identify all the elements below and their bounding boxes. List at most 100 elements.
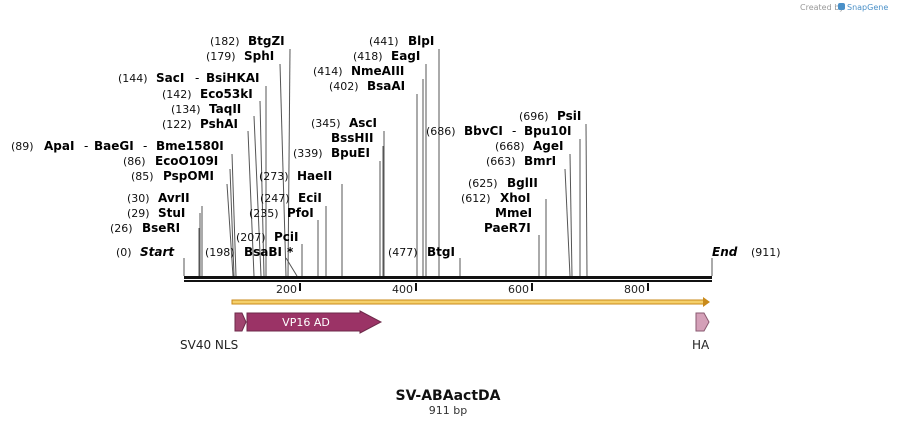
enzyme-connectors — [183, 48, 713, 277]
bmri-label: BmrI — [524, 154, 556, 168]
ruler-label-200: 200 — [276, 283, 297, 296]
ha-label: HA — [692, 338, 710, 352]
apai-sep-1: - — [84, 139, 88, 153]
saci-pos: (144) — [118, 72, 148, 85]
bpu10i-label: Bpu10I — [524, 124, 571, 138]
connector-ecoo109i — [229, 168, 235, 277]
nmeaiii-pos: (414) — [313, 65, 343, 78]
connector-apai — [231, 153, 237, 277]
connector-taqii — [253, 115, 262, 277]
avrii-pos: (30) — [127, 192, 150, 205]
bbvci-pos: (686) — [426, 125, 456, 138]
psii-label: PsiI — [557, 109, 581, 123]
snapgene-logo-mark — [838, 3, 845, 10]
connector-psii — [585, 123, 588, 277]
avrii-label: AvrII — [158, 191, 190, 205]
pfoi-label: PfoI — [287, 206, 314, 220]
xhoi-label: XhoI — [500, 191, 531, 205]
connector-eco53ki — [259, 100, 265, 277]
ha-feature — [695, 312, 710, 332]
agei-label: AgeI — [533, 139, 563, 153]
bmri-pos: (663) — [486, 155, 516, 168]
stui-label: StuI — [158, 206, 185, 220]
eagi-pos: (418) — [353, 50, 383, 63]
apai-sep-2: - — [143, 139, 147, 153]
saci-label: SacI — [156, 71, 184, 85]
vp16-ad-feature — [246, 310, 383, 334]
asci-pos: (345) — [311, 117, 341, 130]
bsaai-label: BsaAI — [367, 79, 405, 93]
orf-bar — [231, 299, 705, 305]
bseri-label: BseRI — [142, 221, 180, 235]
ruler-tick-200 — [299, 283, 301, 291]
bglii-pos: (625) — [468, 177, 498, 190]
snapgene-logo: SnapGene — [838, 3, 888, 12]
eco53ki-label: Eco53kI — [200, 87, 253, 101]
connector-btgzi — [287, 48, 291, 277]
haeii-label: HaeII — [297, 169, 332, 183]
map-length: 911 bp — [429, 404, 467, 417]
bsabi-pos: (198) — [205, 246, 235, 259]
sphi-label: SphI — [244, 49, 274, 63]
end-pos: (911) — [751, 246, 781, 259]
bsshii-label: BssHII — [331, 131, 373, 145]
ruler-tick-400 — [415, 283, 417, 291]
snapgene-brand: SnapGene — [847, 3, 888, 12]
created-by-text: Created by — [800, 3, 844, 12]
ruler-label-600: 600 — [508, 283, 529, 296]
btgzi-label: BtgZI — [248, 34, 285, 48]
mmei-label: MmeI — [495, 206, 532, 220]
enzyme-labels: (0) Start (26) BseRI (29) StuI (30) AvrI… — [11, 34, 781, 259]
bpuei-label: BpuEI — [331, 146, 370, 160]
sv40-nls-feature — [234, 312, 247, 332]
baegi-label: BaeGI — [94, 139, 134, 153]
ruler-tick-800 — [647, 283, 649, 291]
bseri-pos: (26) — [110, 222, 133, 235]
haeii-pos: (273) — [259, 170, 289, 183]
xhoi-pos: (612) — [461, 192, 491, 205]
apai-label: ApaI — [44, 139, 74, 153]
pspomi-pos: (85) — [131, 170, 154, 183]
nmeaiii-label: NmeAIII — [351, 64, 404, 78]
ruler: 200 400 600 800 — [276, 283, 649, 296]
blpi-label: BlpI — [408, 34, 434, 48]
blpi-pos: (441) — [369, 35, 399, 48]
bbvci-sep: - — [512, 124, 516, 138]
ecoo109i-label: EcoO109I — [155, 154, 218, 168]
saci-sep: - — [195, 71, 199, 85]
taqii-label: TaqII — [209, 102, 241, 116]
pfoi-pos: (235) — [249, 207, 279, 220]
ruler-tick-600 — [531, 283, 533, 291]
connector-agei — [569, 153, 573, 277]
backbone — [184, 276, 712, 282]
start-pos: (0) — [116, 246, 132, 259]
map-title: SV-ABAactDA — [396, 388, 501, 404]
ecii-label: EciI — [298, 191, 322, 205]
paer7i-label: PaeR7I — [484, 221, 531, 235]
bbvci-label: BbvCI — [464, 124, 503, 138]
sv40-nls-label: SV40 NLS — [180, 338, 238, 352]
connector-pshai — [247, 130, 255, 277]
pcii-pos: (207) — [236, 231, 266, 244]
bsabi-label: BsaBI — [244, 245, 282, 259]
eagi-label: EagI — [391, 49, 420, 63]
bsabi-star: * — [287, 245, 294, 259]
btgi-label: BtgI — [427, 245, 455, 259]
ecoo109i-pos: (86) — [123, 155, 146, 168]
eco53ki-pos: (142) — [162, 88, 192, 101]
bpuei-pos: (339) — [293, 147, 323, 160]
features: VP16 AD SV40 NLS HA — [180, 310, 710, 352]
ruler-label-400: 400 — [392, 283, 413, 296]
orf-arrowhead — [703, 297, 710, 307]
btgi-pos: (477) — [388, 246, 418, 259]
connector-bmri — [564, 168, 571, 277]
backbone-bottom-strand — [184, 280, 712, 282]
connector-pspomi — [226, 183, 234, 277]
vp16-ad-label: VP16 AD — [282, 316, 330, 329]
connector-sphi — [279, 63, 287, 277]
ecii-pos: (247) — [260, 192, 290, 205]
asci-label: AscI — [349, 116, 377, 130]
bsaai-pos: (402) — [329, 80, 359, 93]
sphi-pos: (179) — [206, 50, 236, 63]
